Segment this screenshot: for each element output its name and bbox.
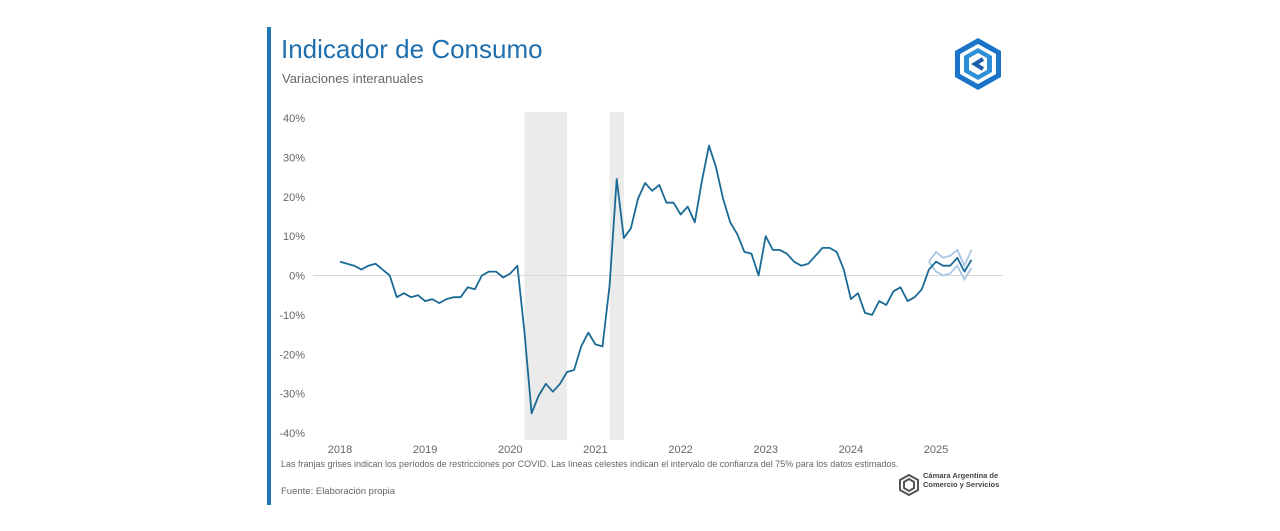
chart-title: Indicador de Consumo	[281, 34, 543, 64]
accent-bar	[267, 27, 271, 505]
y-tick-label: 10%	[283, 231, 305, 243]
chart-subtitle: Variaciones interanuales	[282, 71, 424, 86]
x-tick-label: 2025	[924, 444, 948, 456]
confidence-upper-line	[928, 248, 973, 268]
y-tick-label: 20%	[283, 192, 305, 204]
x-tick-label: 2021	[583, 444, 607, 456]
y-tick-label: -30%	[279, 389, 305, 401]
x-tick-label: 2018	[328, 444, 352, 456]
y-tick-label: -40%	[279, 428, 305, 440]
y-tick-label: -10%	[279, 310, 305, 322]
cac-logo-icon	[955, 38, 1001, 90]
y-tick-label: -20%	[279, 349, 305, 361]
org-name: Cámara Argentina de Comercio y Servicios	[923, 471, 1000, 489]
x-tick-label: 2023	[753, 444, 777, 456]
main-series-line	[339, 144, 973, 415]
org-logo: Cámara Argentina de Comercio y Servicios	[898, 471, 1006, 500]
source-note: Fuente: Elaboración propia	[281, 486, 396, 497]
y-tick-label: 40%	[283, 113, 305, 125]
x-tick-label: 2019	[413, 444, 437, 456]
x-tick-label: 2024	[839, 444, 863, 456]
y-tick-label: 30%	[283, 152, 305, 164]
y-tick-label: 0%	[289, 271, 305, 283]
x-tick-label: 2020	[498, 444, 522, 456]
confidence-lower-line	[928, 261, 973, 282]
footnote: Las franjas grises indican los períodos …	[281, 459, 899, 469]
org-hexagon-icon	[899, 474, 919, 496]
x-tick-label: 2022	[668, 444, 692, 456]
